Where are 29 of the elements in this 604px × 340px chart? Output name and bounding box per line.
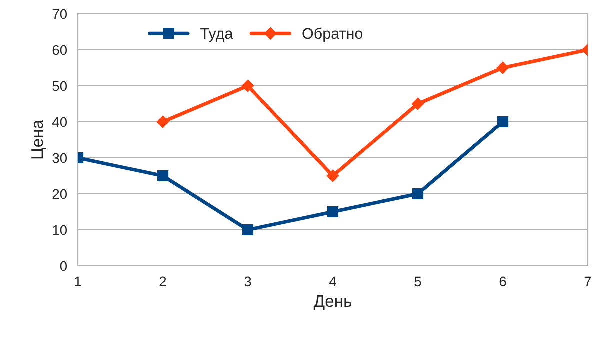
point xyxy=(157,170,169,182)
y-tick-label: 0 xyxy=(60,261,68,272)
x-tick-label: 2 xyxy=(160,276,166,286)
legend-label: Туда xyxy=(200,28,234,42)
point xyxy=(327,206,339,218)
point xyxy=(242,80,254,92)
point xyxy=(412,98,424,110)
point xyxy=(497,116,509,128)
point xyxy=(412,188,424,200)
x-tick-label: 3 xyxy=(244,276,252,287)
x-tick-label: 1 xyxy=(75,276,82,286)
y-axis-title: Цена xyxy=(32,120,46,159)
point xyxy=(242,224,254,236)
x-tick-label: 7 xyxy=(584,276,592,286)
y-tick-label: 70 xyxy=(52,9,68,20)
legend-label: Обратно xyxy=(302,28,363,42)
point xyxy=(326,170,340,182)
x-tick-label: 6 xyxy=(500,276,506,287)
y-tick-label: 50 xyxy=(52,81,68,92)
y-tick-label: 60 xyxy=(52,45,68,56)
x-tick-label: 5 xyxy=(414,276,422,287)
y-tick-label: 10 xyxy=(53,225,68,236)
y-tick-label: 30 xyxy=(52,153,68,164)
y-tick-label: 20 xyxy=(52,189,68,200)
point xyxy=(496,62,510,74)
point xyxy=(156,116,170,128)
y-tick-label: 40 xyxy=(52,117,68,128)
x-axis-title: День xyxy=(314,296,352,310)
x-tick-label: 4 xyxy=(329,276,336,286)
